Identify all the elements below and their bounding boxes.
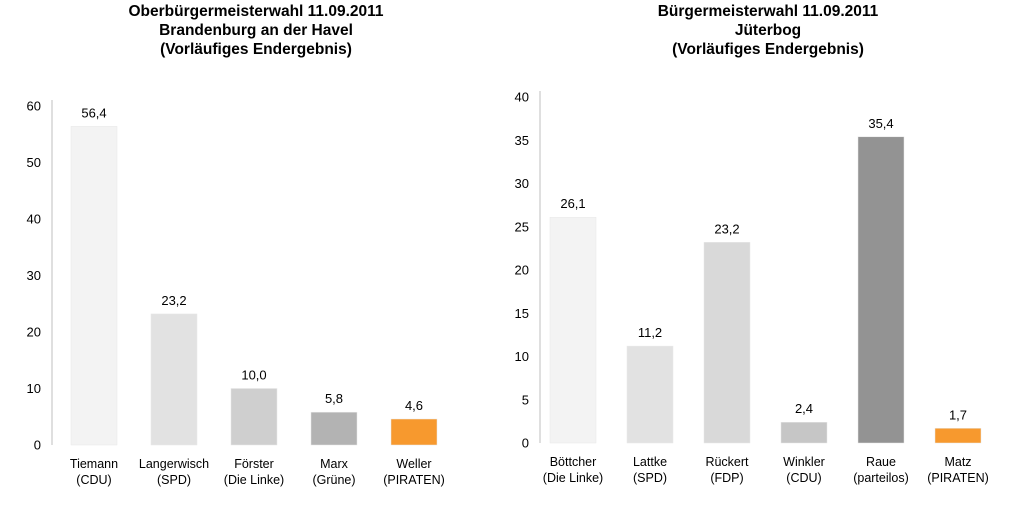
bar — [70, 126, 118, 446]
chart-jueterbog: Bürgermeisterwahl 11.09.2011 Jüterbog (V… — [512, 0, 1024, 520]
y-tick-label: 0 — [522, 436, 529, 451]
data-label: 4,6 — [405, 398, 423, 413]
y-tick-label: 30 — [27, 268, 41, 283]
category-label: Lattke — [633, 455, 667, 469]
bar-chart-brandenburg: 0 10 20 30 40 50 60 56,4 Tiemann (CDU) 23,2 Langerw… — [27, 99, 445, 488]
y-tick-label: 50 — [27, 155, 41, 170]
bar — [703, 242, 751, 444]
y-tick-label: 40 — [515, 90, 529, 105]
chart-title-line-1: Oberbürgermeisterwahl 11.09.2011 — [128, 3, 384, 20]
category-label: (Die Linke) — [224, 473, 284, 487]
data-label: 5,8 — [325, 391, 343, 406]
category-label: Förster — [234, 457, 274, 471]
y-tick-label: 15 — [515, 306, 529, 321]
chart-title-line-3: (Vorläufiges Endergebnis) — [160, 41, 352, 58]
y-tick-label: 25 — [515, 219, 529, 234]
data-label: 11,2 — [638, 325, 662, 340]
category-label: Raue — [866, 455, 896, 469]
chart-title: Oberbürgermeisterwahl 11.09.2011 Branden… — [0, 2, 512, 59]
category-label: Winkler — [783, 455, 825, 469]
category-label: Weller — [396, 457, 431, 471]
bar — [150, 313, 198, 446]
data-label: 23,2 — [714, 221, 739, 236]
bar — [230, 388, 278, 446]
y-tick-label: 20 — [515, 263, 529, 278]
y-tick-label: 10 — [27, 381, 41, 396]
category-label: Langerwisch — [139, 457, 209, 471]
bar — [390, 418, 438, 446]
category-label: (Die Linke) — [543, 471, 603, 485]
category-label: Tiemann — [70, 457, 118, 471]
category-label: Rückert — [705, 455, 749, 469]
y-tick-label: 40 — [27, 212, 41, 227]
category-label: Böttcher — [550, 455, 597, 469]
data-label: 2,4 — [795, 401, 813, 416]
category-label: (Grüne) — [312, 473, 355, 487]
chart-title: Bürgermeisterwahl 11.09.2011 Jüterbog (V… — [512, 2, 1024, 59]
bar — [549, 216, 597, 444]
data-label: 23,2 — [161, 293, 186, 308]
data-label: 1,7 — [949, 407, 967, 422]
bar — [626, 345, 674, 444]
y-tick-label: 20 — [27, 325, 41, 340]
bar — [934, 428, 982, 444]
chart-title-line-3: (Vorläufiges Endergebnis) — [672, 41, 864, 58]
chart-title-line-1: Bürgermeisterwahl 11.09.2011 — [657, 3, 879, 20]
y-tick-label: 5 — [522, 392, 529, 407]
category-label: Marx — [320, 457, 349, 471]
category-label: (CDU) — [76, 473, 111, 487]
data-label: 35,4 — [868, 116, 893, 131]
y-tick-label: 10 — [515, 349, 529, 364]
chart-title-line-2: Brandenburg an der Havel — [159, 22, 353, 39]
bar — [780, 421, 828, 444]
category-label: (SPD) — [157, 473, 191, 487]
bar-chart-jueterbog: 0 5 10 15 20 25 30 35 40 26,1 Böttcher (Die Linke) 1… — [515, 90, 989, 486]
y-tick-label: 30 — [515, 176, 529, 191]
data-label: 26,1 — [560, 196, 585, 211]
category-label: (SPD) — [633, 471, 667, 485]
category-label: (FDP) — [710, 471, 743, 485]
y-tick-label: 35 — [515, 133, 529, 148]
y-tick-label: 60 — [27, 99, 41, 114]
category-label: (CDU) — [786, 471, 821, 485]
category-label: (PIRATEN) — [383, 473, 445, 487]
category-label: (PIRATEN) — [927, 471, 989, 485]
category-label: (parteilos) — [853, 471, 909, 485]
chart-brandenburg: Oberbürgermeisterwahl 11.09.2011 Branden… — [0, 2, 512, 488]
y-tick-label: 0 — [34, 438, 41, 453]
bar — [857, 136, 905, 444]
category-label: Matz — [944, 455, 971, 469]
data-label: 10,0 — [241, 368, 266, 383]
bar — [310, 411, 358, 446]
chart-title-line-2: Jüterbog — [734, 22, 802, 39]
data-label: 56,4 — [81, 105, 106, 120]
